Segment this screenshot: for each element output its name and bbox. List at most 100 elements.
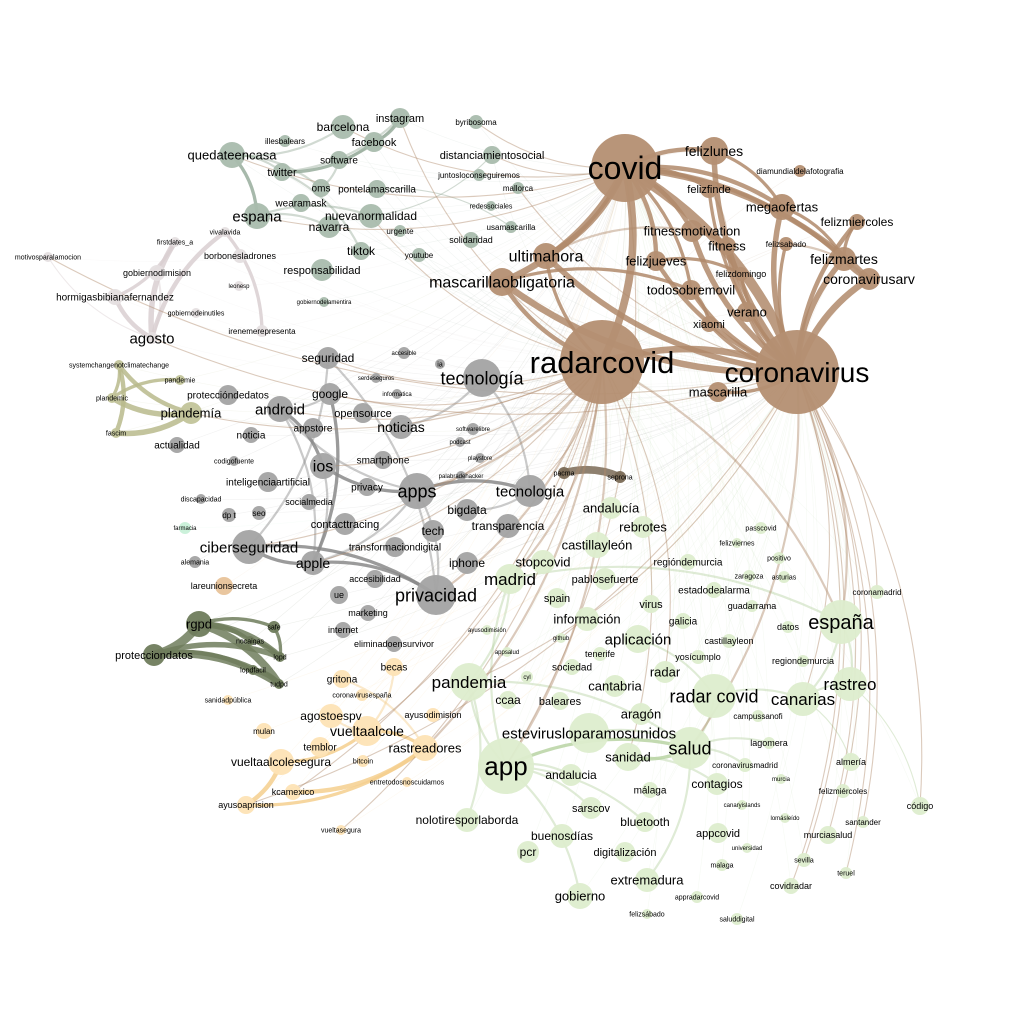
node-guadarrama[interactable] bbox=[746, 600, 758, 612]
node-dpt[interactable] bbox=[222, 508, 236, 522]
node-opensource[interactable] bbox=[353, 403, 373, 423]
node-coronavirusespana[interactable] bbox=[356, 689, 368, 701]
node-barcelona[interactable] bbox=[331, 115, 355, 139]
node-espana[interactable] bbox=[244, 203, 270, 229]
node-megaofertas[interactable] bbox=[769, 194, 795, 220]
node-distanciamientosocial[interactable] bbox=[483, 146, 501, 164]
node-teruel[interactable] bbox=[840, 867, 852, 879]
node-malaga2[interactable] bbox=[716, 859, 728, 871]
node-tecnologia2[interactable] bbox=[514, 475, 546, 507]
node-oms[interactable] bbox=[312, 179, 330, 197]
node-apple[interactable] bbox=[301, 551, 325, 575]
node-socialmedia[interactable] bbox=[301, 494, 317, 510]
node-rastreo[interactable] bbox=[833, 667, 867, 701]
node-felizjueves[interactable] bbox=[646, 251, 666, 271]
node-regiondemurcia1[interactable] bbox=[680, 554, 696, 570]
node-software[interactable] bbox=[330, 151, 348, 169]
node-xiaomi[interactable] bbox=[701, 316, 717, 332]
node-regiondemurcia2[interactable] bbox=[797, 655, 809, 667]
node-internet[interactable] bbox=[335, 622, 351, 638]
node-passcovid[interactable] bbox=[755, 522, 767, 534]
node-campussanofi[interactable] bbox=[752, 710, 764, 722]
node-todosobremovil[interactable] bbox=[681, 280, 701, 300]
node-ayusodimision[interactable] bbox=[426, 708, 440, 722]
node-virus[interactable] bbox=[642, 595, 660, 613]
node-sanidadpublica[interactable] bbox=[223, 695, 233, 705]
node-tenerife[interactable] bbox=[593, 647, 607, 661]
node-sociedad[interactable] bbox=[564, 659, 580, 675]
node-contagios[interactable] bbox=[706, 773, 728, 795]
node-felizdomingo[interactable] bbox=[734, 267, 748, 281]
node-kcamexico[interactable] bbox=[285, 784, 301, 800]
node-saluddigital[interactable] bbox=[731, 913, 743, 925]
node-ayusodimision2[interactable] bbox=[482, 625, 492, 635]
node-ios[interactable] bbox=[310, 453, 336, 479]
node-coronavirusarv[interactable] bbox=[858, 268, 880, 290]
node-gobiernodelamentira[interactable] bbox=[319, 297, 329, 307]
node-vueltasegura2[interactable] bbox=[336, 825, 346, 835]
node-appstore[interactable] bbox=[303, 418, 323, 438]
node-radarcovid[interactable] bbox=[560, 320, 644, 404]
node-pacma[interactable] bbox=[558, 467, 570, 479]
node-murcia[interactable] bbox=[776, 774, 786, 784]
node-bigdata[interactable] bbox=[456, 499, 478, 521]
node-rgpd[interactable] bbox=[186, 611, 212, 637]
node-pandemia[interactable] bbox=[450, 663, 488, 701]
node-ue[interactable] bbox=[330, 586, 348, 604]
node-coronamadrid[interactable] bbox=[870, 585, 884, 599]
node-android[interactable] bbox=[267, 396, 293, 422]
node-nuevanormalidad[interactable] bbox=[359, 204, 383, 228]
node-fascim[interactable] bbox=[111, 428, 121, 438]
node-tech[interactable] bbox=[422, 520, 444, 542]
node-agosto[interactable] bbox=[146, 332, 158, 344]
node-gobierno[interactable] bbox=[567, 883, 593, 909]
node-apps[interactable] bbox=[399, 473, 435, 509]
node-ultimahora[interactable] bbox=[533, 243, 559, 269]
node-alemania[interactable] bbox=[189, 556, 201, 568]
node-ayusoaprision[interactable] bbox=[237, 796, 255, 814]
node-tecnologia1[interactable] bbox=[463, 359, 501, 397]
node-motivos[interactable] bbox=[43, 252, 53, 262]
node-eliminado[interactable] bbox=[386, 636, 402, 652]
node-leonesp[interactable] bbox=[234, 281, 244, 291]
node-seprona[interactable] bbox=[614, 471, 626, 483]
node-tiktok[interactable] bbox=[352, 242, 370, 260]
node-tudpd[interactable] bbox=[274, 679, 284, 689]
node-covid[interactable] bbox=[591, 134, 659, 202]
node-andalucia1[interactable] bbox=[600, 497, 622, 519]
node-transparencia[interactable] bbox=[496, 514, 520, 538]
node-serdeseguros[interactable] bbox=[371, 373, 381, 383]
node-entretodos[interactable] bbox=[402, 777, 412, 787]
node-pandemie[interactable] bbox=[175, 375, 185, 385]
node-aragon[interactable] bbox=[630, 703, 652, 725]
node-sevilla[interactable] bbox=[797, 853, 811, 867]
node-pontelamascarilla[interactable] bbox=[368, 180, 386, 198]
node-estadodealarma[interactable] bbox=[706, 582, 722, 598]
node-nocaigas[interactable] bbox=[245, 636, 255, 646]
node-marketing[interactable] bbox=[360, 605, 376, 621]
node-lopdfacil[interactable] bbox=[248, 665, 258, 675]
node-estevirus[interactable] bbox=[569, 713, 609, 753]
node-verano[interactable] bbox=[737, 302, 757, 322]
node-becas[interactable] bbox=[385, 658, 403, 676]
node-github[interactable] bbox=[556, 633, 566, 643]
node-app[interactable] bbox=[478, 738, 534, 794]
node-santander[interactable] bbox=[857, 816, 869, 828]
node-radarcovid2[interactable] bbox=[692, 674, 736, 718]
node-agostoespv[interactable] bbox=[319, 704, 343, 728]
node-juntoslo[interactable] bbox=[473, 169, 485, 181]
node-twitter[interactable] bbox=[273, 163, 291, 181]
node-gritona[interactable] bbox=[333, 670, 351, 688]
node-accesible[interactable] bbox=[398, 347, 410, 359]
node-seguridad[interactable] bbox=[317, 347, 339, 369]
node-navarra[interactable] bbox=[318, 216, 340, 238]
node-mallorca[interactable] bbox=[512, 182, 524, 194]
node-digitalizacion[interactable] bbox=[615, 842, 635, 862]
node-redessociales[interactable] bbox=[486, 201, 496, 211]
node-fitnessmotivation[interactable] bbox=[681, 220, 703, 242]
node-ccaa[interactable] bbox=[499, 691, 517, 709]
node-inteligencia[interactable] bbox=[258, 472, 278, 492]
node-felizsabado2[interactable] bbox=[642, 909, 652, 919]
node-espana2[interactable] bbox=[819, 600, 863, 644]
node-codigo[interactable] bbox=[911, 797, 929, 815]
